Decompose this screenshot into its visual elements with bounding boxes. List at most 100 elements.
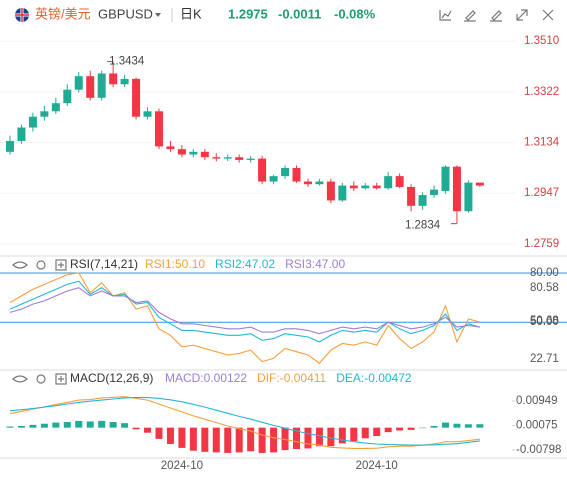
- candle-body: [6, 141, 14, 152]
- macd-bar: [109, 422, 117, 428]
- macd-bar: [453, 423, 461, 428]
- candle-body: [63, 89, 72, 104]
- macd-bar: [224, 427, 232, 453]
- legend-entry: RSI2:47.02: [215, 257, 275, 271]
- max-label: 1.3434: [109, 56, 145, 68]
- macd-bar: [361, 427, 369, 439]
- price: 1.2975: [228, 6, 268, 21]
- macd-bar: [338, 427, 346, 444]
- macd-bar: [178, 427, 186, 448]
- candle-body: [464, 182, 473, 212]
- candle-body: [349, 185, 358, 189]
- legend-entry: DIF:-0.00411: [257, 371, 326, 385]
- eye-icon[interactable]: [12, 261, 28, 269]
- y-tick-label: 1.3134: [524, 137, 560, 149]
- change: -0.0011: [278, 6, 321, 21]
- indicator-title: MACD(12,26,9): [70, 371, 153, 385]
- rsi-line: [9, 280, 481, 343]
- candle-body: [326, 181, 335, 201]
- macd-bar: [17, 425, 25, 428]
- flag: [15, 8, 29, 22]
- tool-button[interactable]: [464, 10, 476, 22]
- candle-body: [418, 195, 427, 206]
- candle-body: [28, 116, 37, 128]
- tool-button[interactable]: [490, 10, 502, 22]
- macd-bar: [315, 427, 323, 447]
- add-icon[interactable]: [55, 373, 67, 385]
- toolbar: [439, 9, 554, 22]
- eye-icon[interactable]: [12, 375, 28, 383]
- macd-bar: [396, 427, 404, 431]
- candle-body: [109, 73, 118, 85]
- macd-bar: [155, 427, 163, 439]
- add-icon[interactable]: [55, 259, 67, 271]
- tool-button[interactable]: [439, 10, 452, 21]
- period[interactable]: 日K: [180, 6, 202, 21]
- candle-body: [372, 185, 381, 189]
- candle-body: [40, 111, 49, 117]
- candle-body: [246, 158, 255, 160]
- candle-body: [269, 176, 278, 182]
- macd-bar: [121, 423, 129, 428]
- macd-bar: [384, 427, 392, 433]
- macd-bar: [441, 422, 449, 428]
- candle-body: [395, 176, 404, 187]
- macd-bar: [258, 427, 266, 453]
- candle-body: [384, 176, 393, 189]
- y-tick-label: -0.00798: [516, 444, 561, 456]
- legend-entry: RSI3:47.00: [285, 257, 345, 271]
- candle-body: [475, 182, 484, 186]
- y-tick-label: 1.3322: [524, 86, 559, 98]
- change-pct: -0.08%: [334, 6, 376, 21]
- tool-button[interactable]: [516, 9, 528, 21]
- symbol[interactable]: GBPUSD: [98, 6, 153, 21]
- candle-body: [338, 185, 347, 201]
- macd-bar: [189, 427, 197, 451]
- candle-body: [212, 157, 221, 159]
- macd-bar: [235, 427, 243, 453]
- macd-bar: [6, 426, 14, 428]
- candle-body: [303, 181, 312, 185]
- macd-line: [9, 396, 480, 449]
- gear-icon[interactable]: [36, 374, 46, 384]
- candle-body: [154, 111, 163, 147]
- macd-bar: [52, 422, 60, 428]
- candle-body: [223, 157, 232, 159]
- pair-name: 英镑/美元: [35, 6, 91, 21]
- candle-body: [120, 78, 129, 85]
- macd-bar: [476, 424, 484, 428]
- candle-body: [407, 186, 416, 206]
- rsi-line: [9, 287, 480, 335]
- macd-bar: [98, 420, 106, 428]
- y-tick-label: 50.68: [530, 315, 559, 327]
- macd-bar: [407, 427, 415, 430]
- y-tick-label: 0.00949: [516, 395, 558, 407]
- macd-bar: [281, 427, 289, 451]
- candle-body: [235, 157, 244, 160]
- macd-bar: [63, 422, 71, 428]
- y-tick-label: 1.2947: [524, 187, 559, 199]
- candle-body: [200, 151, 209, 158]
- gear-icon[interactable]: [36, 260, 46, 270]
- macd-bar: [430, 425, 438, 428]
- macd-line: [9, 397, 480, 446]
- macd-bar: [144, 427, 152, 433]
- y-tick-label: 1.3510: [524, 35, 559, 47]
- macd-bar: [40, 423, 48, 428]
- candle-body: [132, 78, 141, 117]
- y-tick-label: 0.00075: [516, 420, 558, 432]
- candle-body: [441, 166, 450, 191]
- candle-body: [74, 76, 83, 90]
- dropdown-arrow[interactable]: [155, 13, 161, 17]
- macd-bar: [132, 427, 140, 430]
- macd-bar: [166, 427, 174, 444]
- macd-bar: [201, 427, 209, 452]
- macd-bar: [270, 427, 278, 453]
- macd-bar: [293, 427, 300, 450]
- macd-bar: [247, 427, 255, 452]
- tool-button[interactable]: [542, 9, 554, 21]
- macd-bar: [373, 427, 381, 437]
- candle-body: [281, 168, 290, 177]
